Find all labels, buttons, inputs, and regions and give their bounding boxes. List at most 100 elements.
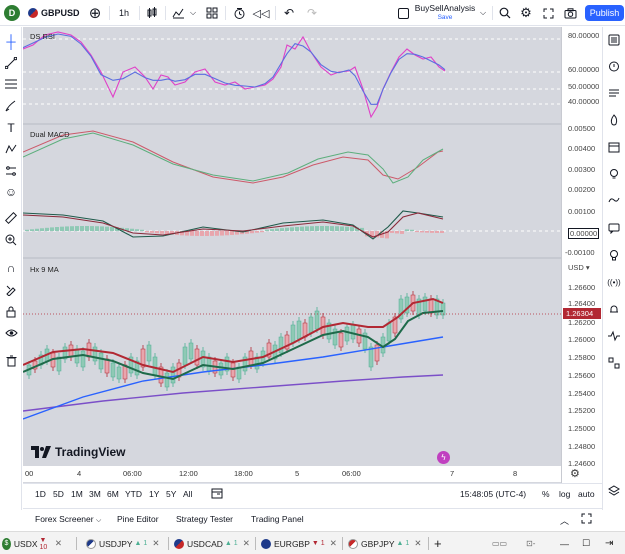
range-button[interactable]: 3M [89,489,101,499]
range-button[interactable]: 5Y [166,489,177,499]
close-icon[interactable]: ✕ [242,538,250,548]
interval-button[interactable]: 1h [118,8,129,18]
ideas-icon[interactable] [605,165,623,183]
trash-icon[interactable] [2,352,20,370]
axis-settings-icon[interactable]: ⚙ [570,468,580,480]
collapse-panel-icon[interactable]: ︿ [560,516,570,526]
close-icon[interactable]: ✕ [152,538,160,548]
auto-toggle[interactable]: auto [578,489,595,499]
zoom-in-icon[interactable] [2,231,20,249]
range-button[interactable]: 1D [35,489,46,499]
macd-histogram-bar [245,231,249,234]
chart-area[interactable]: DS RSI Dual MACD Hx 9 MA TradingView ϟ [23,27,561,483]
clock-display[interactable]: 15:48:05 (UTC-4) [460,489,527,499]
lightning-icon[interactable]: ϟ [437,451,450,464]
goto-date-icon[interactable] [211,487,223,501]
text-tool-icon[interactable]: T [7,121,15,135]
panel-tab-pine-editor[interactable]: Pine Editor [117,514,159,524]
indicators-dropdown-icon[interactable]: ⌵ [189,8,197,17]
fib-retracement-icon[interactable] [2,75,20,93]
add-symbol-icon[interactable]: ⊕ [88,5,102,22]
notifications-icon[interactable] [605,300,623,318]
macd-histogram-bar [355,227,359,231]
range-button[interactable]: 6M [107,489,119,499]
chart-canvas[interactable] [23,27,561,467]
candle-body [362,332,368,350]
streams-icon[interactable] [605,192,623,210]
ruler-icon[interactable] [2,209,20,227]
data-window-icon[interactable] [605,84,623,102]
panel-tab-trading-panel[interactable]: Trading Panel [251,514,304,524]
prediction-icon[interactable] [2,162,20,180]
panel-tab-strategy-tester[interactable]: Strategy Tester [176,514,234,524]
restore-icon[interactable]: ☐ [582,538,591,548]
eye-icon[interactable] [2,324,20,342]
replay-icon[interactable]: ◁◁ [252,7,270,20]
price-scale[interactable]: 80.00000 60.00000 50.00000 40.00000 0.00… [561,27,602,483]
time-label: 5 [295,469,300,478]
range-button[interactable]: 1M [71,489,83,499]
chat-icon[interactable] [605,219,623,237]
more-tabs-icon[interactable]: ▭▭ [492,539,508,548]
undo-icon[interactable]: ↶ [283,6,295,20]
fullscreen-icon[interactable] [539,0,557,26]
layers-icon[interactable] [605,482,623,500]
search-icon[interactable] [496,0,514,26]
brush-icon[interactable] [2,97,20,115]
redo-icon[interactable]: ↷ [306,6,318,20]
chart-tab[interactable]: GBPJPY ▲ 1 ✕ [348,535,424,552]
broadcast-icon[interactable]: ((•)) [607,277,621,287]
range-button[interactable]: YTD [125,489,142,499]
lock-icon[interactable] [2,303,20,321]
alert-icon[interactable] [230,0,248,26]
time-axis[interactable]: 00 4 06:00 12:00 18:00 5 06:00 7 8 ⚙ [23,466,580,482]
user-avatar[interactable]: D [3,0,21,26]
publish-button[interactable]: Publish [584,0,625,26]
snapshot-icon[interactable] [561,0,579,26]
hub-icon[interactable] [605,354,623,372]
chart-tab[interactable]: EURGBP ▼ 1 ✕ [261,535,337,552]
settings-icon[interactable]: ⚙ [520,5,532,20]
layout-name-button[interactable]: BuySellAnalysis Save [414,0,476,26]
chart-tab[interactable]: USDJPY ▲ 1 ✕ [86,535,162,552]
pulse-icon[interactable] [605,327,623,345]
range-button[interactable]: All [183,489,193,499]
chart-tab[interactable]: $ USDX ▼ 10 ✕ [2,535,62,552]
minimize-icon[interactable]: — [560,538,569,549]
pattern-icon[interactable] [2,140,20,158]
alarm-clock-icon[interactable] [605,57,623,75]
close-icon[interactable]: ✕ [329,538,337,548]
tab-label: USDCAD [187,538,223,549]
range-button[interactable]: 1Y [149,489,160,499]
macd-level-label: 0.00200 [568,185,596,194]
layout-dropdown-icon[interactable]: ⌵ [479,8,487,17]
log-toggle[interactable]: log [559,489,571,499]
chart-tab[interactable]: USDCAD ▲ 1 ✕ [174,535,250,552]
close-icon[interactable]: ✕ [54,538,62,548]
flag-icon [261,538,271,549]
panel-tab-forex-screener[interactable]: Forex Screener ⌵ [35,514,101,525]
percent-toggle[interactable]: % [542,489,550,499]
indicators-icon[interactable] [169,0,187,26]
magnet-icon[interactable]: ∩ [6,261,16,275]
candle-type-icon[interactable] [143,0,161,26]
templates-icon[interactable] [203,0,221,26]
watchlist-icon[interactable] [605,31,623,49]
tab-label: GBPJPY [361,538,395,549]
close-icon[interactable]: ✕ [414,538,422,548]
hotlists-icon[interactable] [605,111,623,129]
layout-checkbox-icon[interactable] [396,0,410,26]
currency-selector[interactable]: USD ▾ [568,263,590,272]
trend-line-icon[interactable] [2,54,20,72]
bulb-icon[interactable] [605,246,623,264]
tab-layout-icon[interactable]: ⊡- [526,539,536,548]
crosshair-icon[interactable]: ┼ [6,33,16,49]
new-tab-button[interactable]: + [434,536,442,551]
lock-drawings-icon[interactable] [2,281,20,299]
range-button[interactable]: 5D [53,489,64,499]
symbol-search-button[interactable]: GBPUSD [28,0,80,26]
exit-icon[interactable]: ⇥ [605,538,614,549]
calendar-icon[interactable] [605,138,623,156]
maximize-panel-icon[interactable] [581,513,592,526]
icons-tool-icon[interactable]: ☺ [4,185,18,199]
